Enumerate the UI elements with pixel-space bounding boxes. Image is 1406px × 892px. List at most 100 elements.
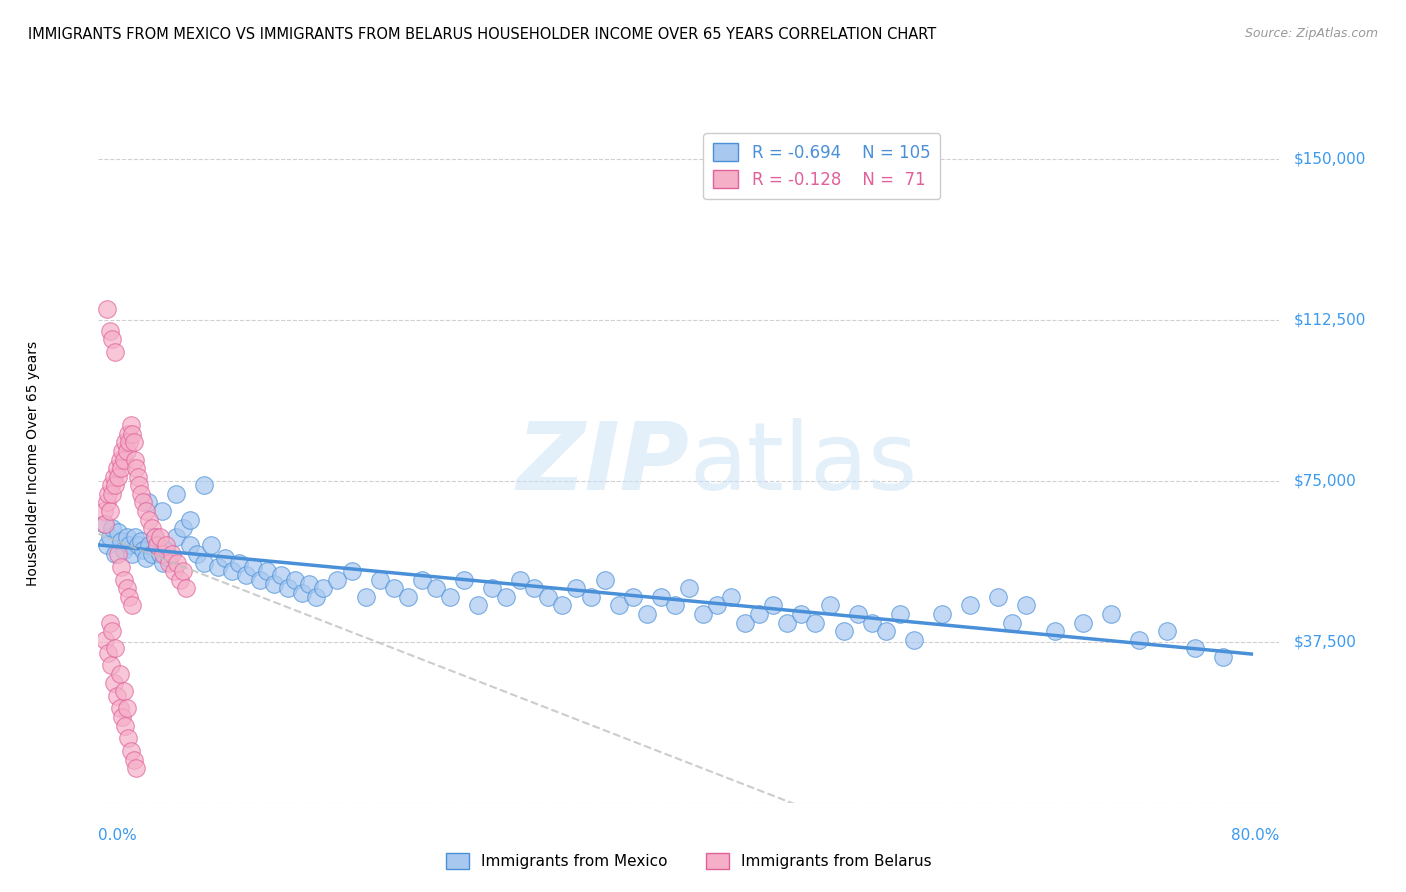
Point <box>263 577 285 591</box>
Point <box>305 590 328 604</box>
Point <box>537 590 560 604</box>
Point <box>340 564 363 578</box>
Text: $112,500: $112,500 <box>1294 312 1365 327</box>
Point <box>228 556 250 570</box>
Text: 80.0%: 80.0% <box>1232 828 1279 843</box>
Text: ZIP: ZIP <box>516 417 689 510</box>
Point <box>249 573 271 587</box>
Point <box>1156 624 1178 639</box>
Point <box>157 551 180 566</box>
Point <box>200 538 222 552</box>
Text: IMMIGRANTS FROM MEXICO VS IMMIGRANTS FROM BELARUS HOUSEHOLDER INCOME OVER 65 YEA: IMMIGRANTS FROM MEXICO VS IMMIGRANTS FRO… <box>28 27 936 42</box>
Point <box>115 581 138 595</box>
Point <box>107 547 129 561</box>
Point <box>104 478 127 492</box>
Point <box>136 495 159 509</box>
Point <box>523 581 546 595</box>
Point <box>105 689 128 703</box>
Point <box>453 573 475 587</box>
Point <box>129 487 152 501</box>
Point <box>108 667 131 681</box>
Point <box>1071 615 1094 630</box>
Point <box>100 658 122 673</box>
Point <box>143 530 166 544</box>
Text: Source: ZipAtlas.com: Source: ZipAtlas.com <box>1244 27 1378 40</box>
Point <box>96 538 118 552</box>
Point <box>98 324 121 338</box>
Point <box>101 487 124 501</box>
Point <box>149 547 172 561</box>
Point <box>903 632 925 647</box>
Point <box>121 547 143 561</box>
Point <box>112 542 135 557</box>
Point <box>127 469 149 483</box>
Point <box>987 590 1010 604</box>
Point <box>115 530 138 544</box>
Point <box>875 624 897 639</box>
Point <box>107 525 129 540</box>
Point <box>105 461 128 475</box>
Point <box>132 542 155 557</box>
Point <box>129 534 152 549</box>
Point <box>98 530 121 544</box>
Point <box>115 444 138 458</box>
Point <box>112 684 135 698</box>
Point <box>678 581 700 595</box>
Point <box>551 599 574 613</box>
Point <box>122 753 145 767</box>
Point <box>664 599 686 613</box>
Point <box>368 573 391 587</box>
Point <box>579 590 602 604</box>
Point <box>101 333 124 347</box>
Point <box>439 590 461 604</box>
Point <box>121 599 143 613</box>
Point <box>165 530 187 544</box>
Point <box>166 556 188 570</box>
Point <box>193 556 215 570</box>
Point <box>411 573 433 587</box>
Point <box>104 641 127 656</box>
Point <box>124 452 146 467</box>
Point <box>141 521 163 535</box>
Point <box>481 581 503 595</box>
Point <box>179 513 201 527</box>
Point <box>155 542 177 557</box>
Point <box>94 516 117 531</box>
Point <box>152 547 174 561</box>
Point <box>832 624 855 639</box>
Point <box>172 521 194 535</box>
Point <box>125 762 148 776</box>
Point <box>125 461 148 475</box>
Point <box>214 551 236 566</box>
Point <box>593 573 616 587</box>
Point <box>776 615 799 630</box>
Point <box>93 516 115 531</box>
Text: $37,500: $37,500 <box>1294 634 1357 649</box>
Point <box>748 607 770 621</box>
Point <box>326 573 349 587</box>
Text: Householder Income Over 65 years: Householder Income Over 65 years <box>27 342 41 586</box>
Point <box>396 590 419 604</box>
Point <box>1015 599 1038 613</box>
Point <box>135 551 157 566</box>
Point <box>186 547 208 561</box>
Point <box>621 590 644 604</box>
Point <box>115 701 138 715</box>
Text: atlas: atlas <box>689 417 917 510</box>
Point <box>165 487 187 501</box>
Point <box>138 538 160 552</box>
Point <box>1184 641 1206 656</box>
Point <box>298 577 321 591</box>
Point <box>425 581 447 595</box>
Point <box>790 607 813 621</box>
Point <box>636 607 658 621</box>
Point <box>157 556 180 570</box>
Point <box>207 559 229 574</box>
Point <box>96 495 118 509</box>
Point <box>291 585 314 599</box>
Point <box>152 556 174 570</box>
Point <box>312 581 335 595</box>
Point <box>117 731 139 746</box>
Point <box>141 547 163 561</box>
Point <box>889 607 911 621</box>
